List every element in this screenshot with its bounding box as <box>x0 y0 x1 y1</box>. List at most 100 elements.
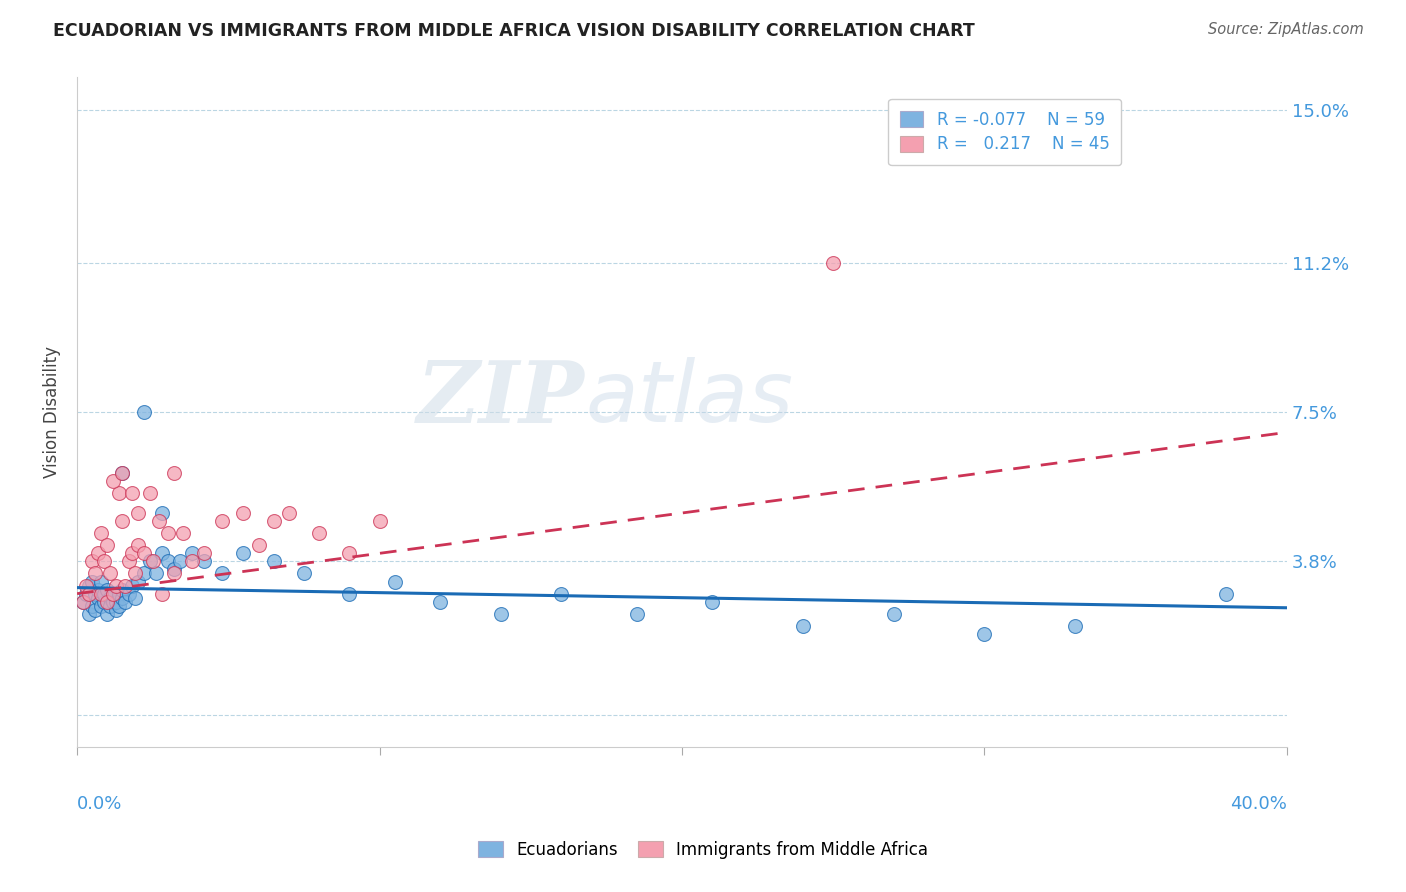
Point <box>84 603 107 617</box>
Point <box>75 578 97 592</box>
Point <box>277 506 299 520</box>
Point <box>82 554 104 568</box>
Point <box>90 587 112 601</box>
Point <box>132 566 155 581</box>
Point <box>105 578 128 592</box>
Point <box>93 595 115 609</box>
Point <box>77 607 100 621</box>
Text: atlas: atlas <box>585 358 793 441</box>
Point <box>150 587 173 601</box>
Point <box>429 595 451 609</box>
Point <box>96 538 118 552</box>
Point <box>127 574 149 589</box>
Point <box>105 603 128 617</box>
Point <box>883 607 905 621</box>
Point <box>98 591 121 605</box>
Point <box>193 546 215 560</box>
Point <box>292 566 315 581</box>
Point <box>121 486 143 500</box>
Point <box>138 486 160 500</box>
Point <box>111 514 134 528</box>
Point <box>117 587 139 601</box>
Point <box>127 538 149 552</box>
Point <box>87 546 110 560</box>
Point <box>108 599 131 613</box>
Point <box>77 587 100 601</box>
Point <box>823 256 845 270</box>
Point <box>156 554 179 568</box>
Point <box>72 595 94 609</box>
Point <box>111 466 134 480</box>
Point <box>93 554 115 568</box>
Point <box>150 546 173 560</box>
Point <box>111 466 134 480</box>
Point <box>124 591 146 605</box>
Point <box>148 514 170 528</box>
Point <box>702 595 724 609</box>
Point <box>145 566 167 581</box>
Point <box>792 619 814 633</box>
Point <box>337 587 360 601</box>
Point <box>111 591 134 605</box>
Point <box>626 607 648 621</box>
Y-axis label: Vision Disability: Vision Disability <box>44 346 60 478</box>
Point <box>103 587 125 601</box>
Point <box>150 506 173 520</box>
Point <box>82 574 104 589</box>
Point <box>98 566 121 581</box>
Point <box>98 599 121 613</box>
Point <box>84 566 107 581</box>
Point <box>232 546 254 560</box>
Point <box>105 595 128 609</box>
Point <box>181 554 204 568</box>
Point <box>132 405 155 419</box>
Point <box>127 506 149 520</box>
Point <box>384 574 406 589</box>
Point <box>72 595 94 609</box>
Point <box>75 587 97 601</box>
Point <box>263 514 285 528</box>
Legend: R = -0.077    N = 59, R =   0.217    N = 45: R = -0.077 N = 59, R = 0.217 N = 45 <box>889 99 1121 165</box>
Point <box>90 599 112 613</box>
Point <box>121 578 143 592</box>
Point <box>96 582 118 597</box>
Point <box>337 546 360 560</box>
Point <box>103 587 125 601</box>
Point <box>368 514 391 528</box>
Point <box>108 486 131 500</box>
Point <box>163 562 186 576</box>
Point <box>90 526 112 541</box>
Point <box>96 607 118 621</box>
Point <box>84 587 107 601</box>
Point <box>193 554 215 568</box>
Text: Source: ZipAtlas.com: Source: ZipAtlas.com <box>1208 22 1364 37</box>
Legend: Ecuadorians, Immigrants from Middle Africa: Ecuadorians, Immigrants from Middle Afri… <box>471 835 935 866</box>
Point <box>181 546 204 560</box>
Point <box>87 591 110 605</box>
Point <box>138 554 160 568</box>
Point <box>114 578 136 592</box>
Point <box>308 526 330 541</box>
Point <box>247 538 270 552</box>
Point <box>550 587 572 601</box>
Point <box>124 566 146 581</box>
Text: 40.0%: 40.0% <box>1230 796 1286 814</box>
Point <box>163 466 186 480</box>
Point <box>489 607 512 621</box>
Point <box>96 595 118 609</box>
Point <box>1064 619 1087 633</box>
Point <box>169 554 191 568</box>
Point <box>211 514 233 528</box>
Point <box>142 554 165 568</box>
Point <box>132 546 155 560</box>
Point <box>82 599 104 613</box>
Point <box>90 574 112 589</box>
Point <box>263 554 285 568</box>
Point <box>232 506 254 520</box>
Point <box>156 526 179 541</box>
Point <box>108 587 131 601</box>
Point <box>172 526 194 541</box>
Point <box>211 566 233 581</box>
Point <box>1215 587 1237 601</box>
Text: ZIP: ZIP <box>418 357 585 441</box>
